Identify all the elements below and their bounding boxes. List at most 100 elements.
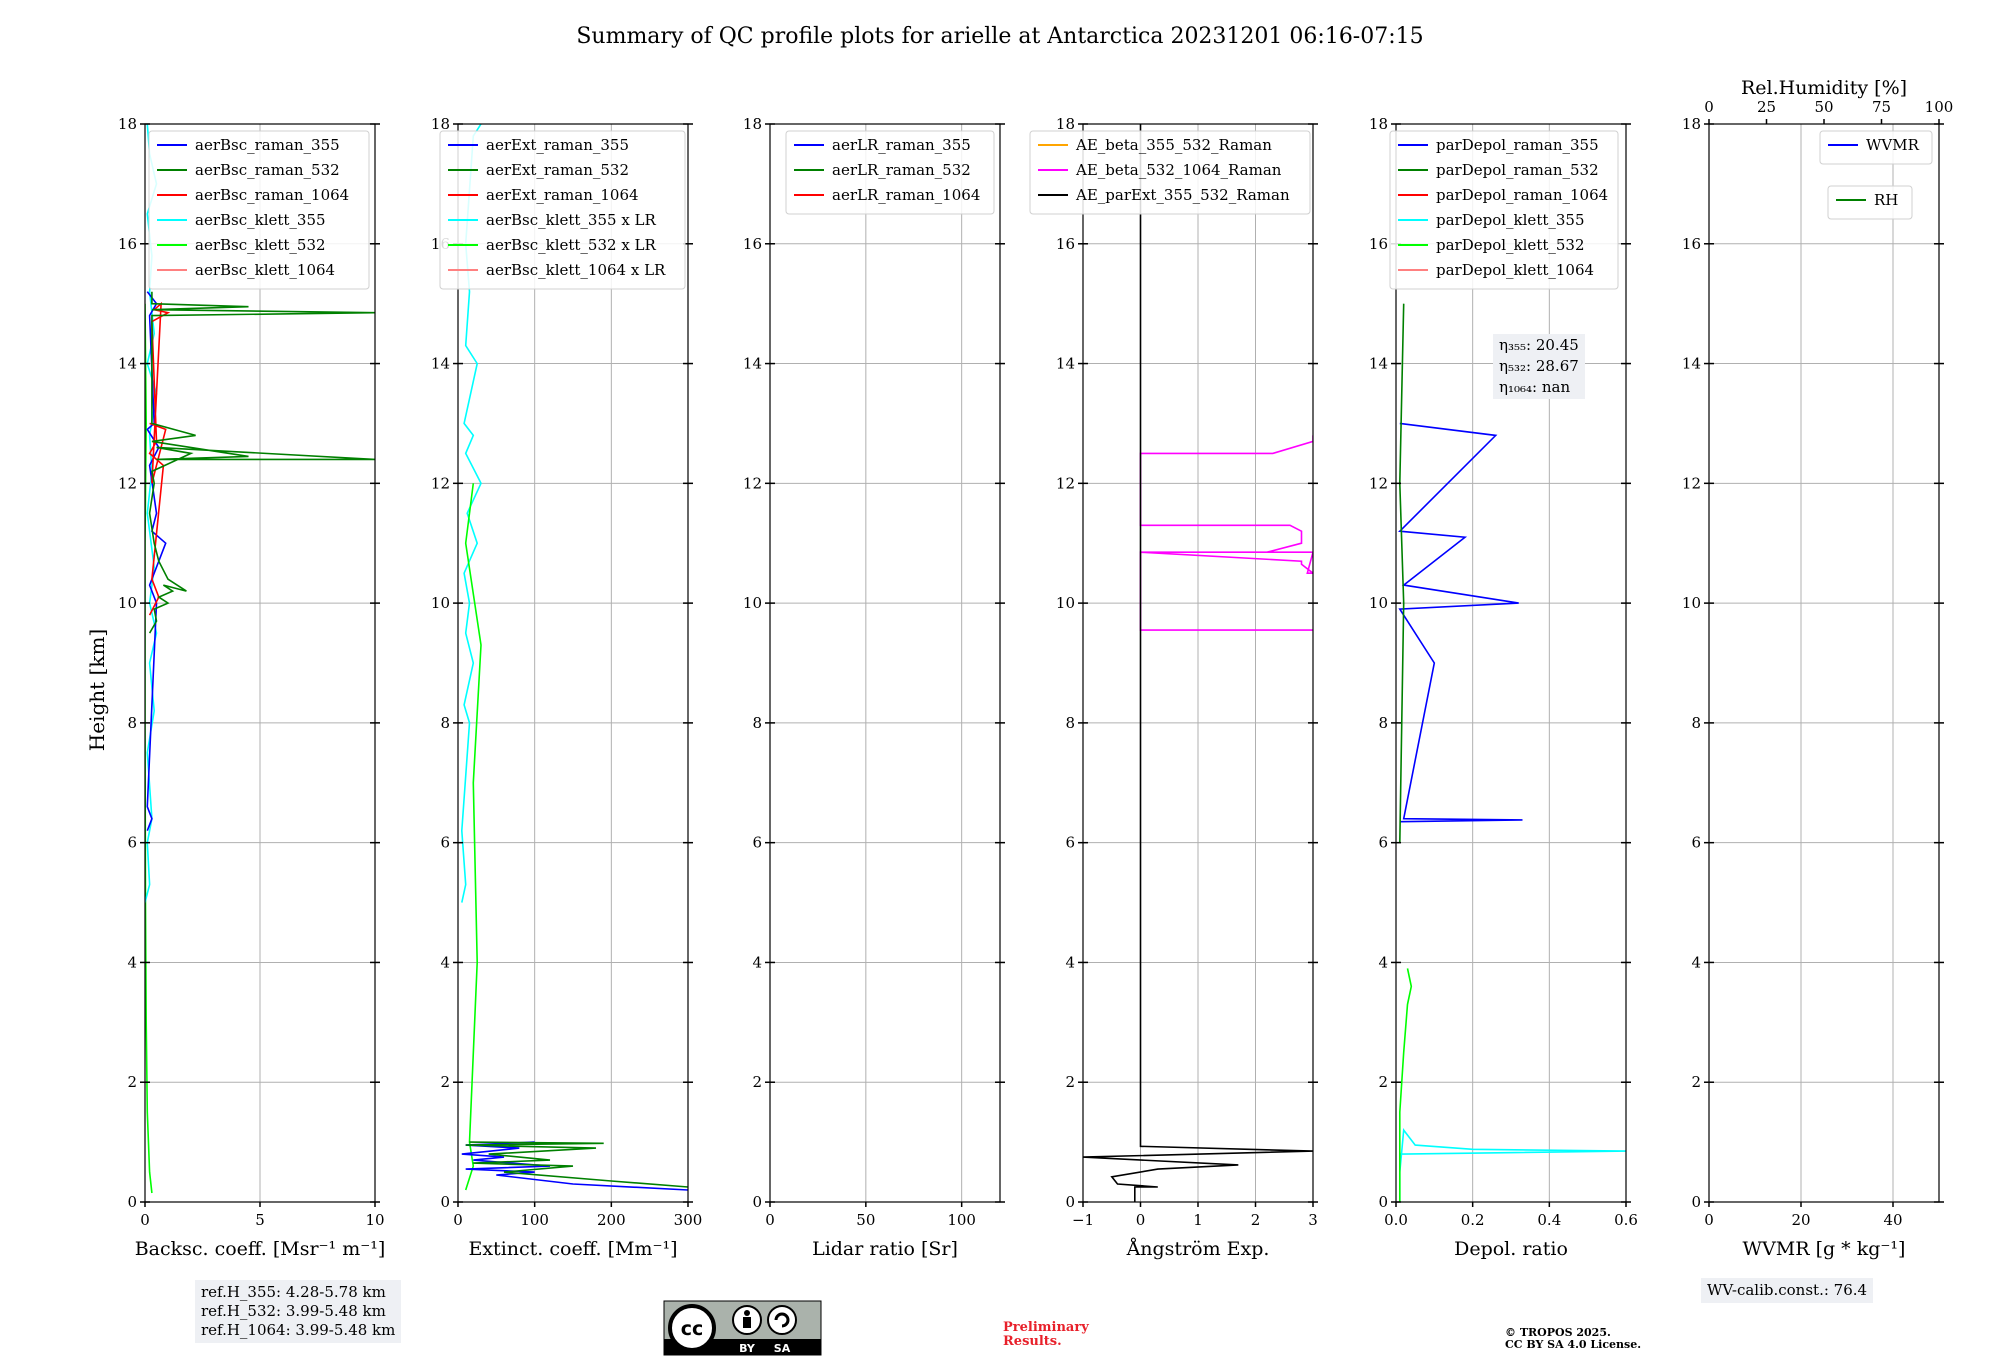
panel-lr: 0 2 4 6 8 10 12 14 16 18 0 50 100 Lidar ratio [Sr] aer…: [743, 115, 1005, 1260]
sa-share-icon: [767, 1305, 797, 1335]
legend-label: aerBsc_klett_355: [195, 211, 326, 229]
legend-label: parDepol_raman_532: [1436, 161, 1599, 179]
panel-ext: 0246810121416180100200300Extinct. coeff.…: [431, 115, 702, 1260]
y-tick-label: 6: [752, 834, 762, 852]
y-tick-label: 18: [1056, 115, 1075, 133]
legend-label: aerBsc_klett_1064: [195, 261, 335, 279]
y-tick-label: 6: [440, 834, 450, 852]
legend-label: aerBsc_klett_355 x LR: [486, 211, 657, 229]
y-tick-label: 2: [752, 1073, 762, 1091]
badge-by: BY: [739, 1342, 756, 1355]
legend-label: parDepol_klett_532: [1436, 236, 1585, 254]
legend-label: aerExt_raman_532: [486, 161, 629, 179]
top-x-tick-label: 0: [1704, 98, 1714, 116]
series-aerBsc_klett_355 x LR: [460, 124, 482, 903]
legend-pdr: parDepol_raman_355 parDepol_raman_532 parD…: [1389, 130, 1619, 290]
y-tick-label: 16: [1682, 235, 1701, 253]
y-tick-label: 10: [1369, 594, 1388, 612]
y-tick-label: 6: [1378, 834, 1388, 852]
series-group: [460, 124, 688, 1191]
y-tick-label: 8: [1691, 714, 1701, 732]
legend2-wv: RH: [1827, 185, 1913, 220]
panel-pdr: 0 2 4 6 8 10 12 14 16 18 0.0 0.2 0.4 0.6 Depol. ratio p…: [1369, 115, 1638, 1260]
y-tick-label: 14: [431, 355, 450, 373]
axes-frame: [457, 123, 689, 1203]
x-tick-label: 0: [453, 1211, 463, 1229]
axes-frame: [769, 123, 1001, 1203]
y-tick-label: 4: [752, 953, 762, 971]
legend-label: aerExt_raman_355: [486, 136, 629, 154]
top-x-tick-label: 100: [1925, 98, 1954, 116]
y-tick-label: 14: [1682, 355, 1701, 373]
copyright-line2: CC BY SA 4.0 License.: [1505, 1338, 1642, 1351]
y-tick-label: 10: [431, 594, 450, 612]
x-tick-label: 0.2: [1461, 1211, 1485, 1229]
eta-355: η₃₅₅: 20.45: [1499, 336, 1579, 354]
legend-label: parDepol_klett_355: [1436, 211, 1585, 229]
x-tick-label: 20: [1791, 1211, 1810, 1229]
y-tick-label: 14: [118, 355, 137, 373]
legend-ae: AE_beta_355_532_Raman AE_beta_532_1064_Ra…: [1029, 130, 1311, 215]
legend-label: aerBsc_raman_355: [195, 136, 340, 154]
x-axis-label: Ångström Exp.: [1126, 1238, 1270, 1260]
y-tick-label: 10: [1682, 594, 1701, 612]
y-tick-label: 8: [1378, 714, 1388, 732]
x-tick-label: 300: [674, 1211, 703, 1229]
preliminary-results-note: Preliminary Results.: [1003, 1321, 1089, 1349]
series-parDepol_klett_355: [1399, 1127, 1626, 1202]
y-tick-label: 14: [1056, 355, 1075, 373]
eta-box: η₃₅₅: 20.45 η₅₃₂: 28.67 η₁₀₆₄: nan: [1493, 334, 1585, 399]
series-aerBsc_klett_532 x LR: [464, 483, 482, 1191]
svg-text:cc: cc: [681, 1318, 704, 1340]
wv-calib-const: WV-calib.const.: 76.4: [1707, 1281, 1868, 1299]
series-parDepol_raman_355: [1398, 422, 1523, 823]
y-tick-label: 8: [1065, 714, 1075, 732]
cc-license-badge[interactable]: cc BY SA: [663, 1300, 822, 1356]
y-tick-label: 10: [118, 594, 137, 612]
y-tick-label: 4: [1691, 953, 1701, 971]
y-tick-label: 4: [1065, 953, 1075, 971]
x-tick-label: 1: [1193, 1211, 1203, 1229]
y-tick-label: 16: [118, 235, 137, 253]
x-axis-label: Extinct. coeff. [Mm⁻¹]: [468, 1238, 677, 1260]
legend-box: [1029, 130, 1311, 215]
legend-wv: WVMR: [1819, 130, 1933, 165]
y-tick-label: 0: [1065, 1193, 1075, 1211]
legend-label: AE_beta_532_1064_Raman: [1075, 161, 1282, 179]
x-tick-label: 50: [856, 1211, 875, 1229]
x-axis-label: Backsc. coeff. [Msr⁻¹ m⁻¹]: [135, 1238, 386, 1260]
x-tick-label: 0: [765, 1211, 775, 1229]
x-tick-label: 2: [1251, 1211, 1261, 1229]
copyright-note: © TROPOS 2025. CC BY SA 4.0 License.: [1505, 1327, 1641, 1351]
y-axis-label: Height [km]: [85, 629, 109, 751]
y-tick-label: 12: [1369, 474, 1388, 492]
y-tick-label: 18: [431, 115, 450, 133]
y-tick-label: 4: [127, 953, 137, 971]
y-tick-label: 10: [1056, 594, 1075, 612]
x-tick-label: 200: [597, 1211, 626, 1229]
copyright-line1: © TROPOS 2025.: [1505, 1326, 1611, 1339]
y-tick-label: 6: [1691, 834, 1701, 852]
legend-lr: aerLR_raman_355 aerLR_raman_532 aerLR_rama…: [785, 130, 995, 215]
series-aerBsc_raman_532: [148, 291, 375, 634]
axes-frame: [1395, 123, 1627, 1203]
legend-label: WVMR: [1866, 136, 1920, 154]
y-tick-label: 16: [743, 235, 762, 253]
legend-box: [1389, 130, 1619, 290]
legend-label: aerBsc_raman_532: [195, 161, 340, 179]
x-axis-label: Lidar ratio [Sr]: [812, 1238, 958, 1260]
reference-height-box: ref.H_355: 4.28-5.78 km ref.H_532: 3.99-…: [195, 1280, 402, 1343]
y-tick-label: 12: [431, 474, 450, 492]
y-tick-label: 6: [127, 834, 137, 852]
y-tick-label: 4: [1378, 953, 1388, 971]
ref-h-532: ref.H_532: 3.99-5.48 km: [201, 1302, 386, 1320]
y-tick-label: 12: [1682, 474, 1701, 492]
x-tick-label: 0.0: [1384, 1211, 1408, 1229]
legend-box: [1819, 130, 1933, 165]
y-tick-label: 16: [1369, 235, 1388, 253]
legend-label: aerBsc_klett_532 x LR: [486, 236, 657, 254]
legend-label: aerLR_raman_355: [832, 136, 971, 154]
x-tick-label: 100: [947, 1211, 976, 1229]
